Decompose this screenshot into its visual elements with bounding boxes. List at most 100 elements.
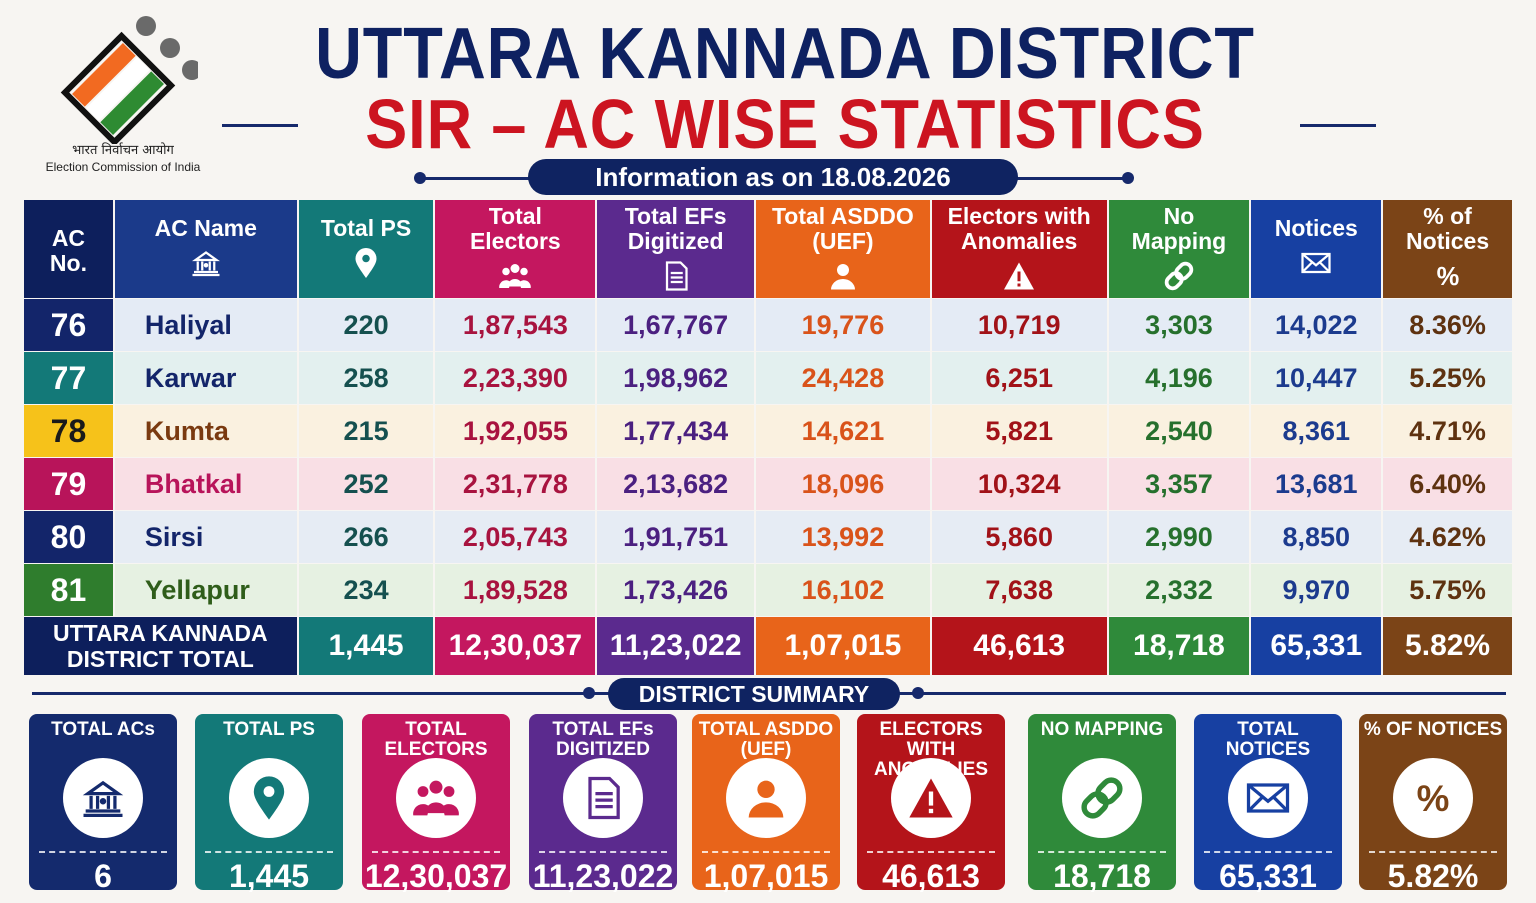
efs-digitized-cell: 1,67,767 [597, 299, 755, 351]
anomalies-cell: 7,638 [931, 564, 1107, 616]
total-electors-cell: 2,05,743 [435, 511, 596, 563]
anomalies-cell: 10,719 [931, 299, 1107, 351]
card-value: 1,445 [228, 858, 310, 894]
header-label-line: Total PS [320, 215, 412, 241]
card-divider [1038, 851, 1166, 853]
card-divider [372, 851, 500, 853]
header-label-line: Total ASDDO [771, 202, 914, 229]
notices-cell: 8,361 [1251, 405, 1382, 457]
eci-emblem-icon [60, 16, 198, 144]
total-acs-card: TOTAL ACs 6 [29, 714, 177, 894]
card-value: 46,613 [882, 858, 980, 894]
notices-cell: 13,681 [1251, 458, 1382, 510]
notices-cell: 9,970 [1251, 564, 1382, 616]
warning-icon [1001, 254, 1037, 299]
card-title-line: TOTAL ELECTORS [384, 719, 488, 760]
eci-logo: भारत निर्वाचन आयोग Election Commission o… [38, 14, 208, 179]
no-mapping-cell: 2,332 [1108, 564, 1250, 616]
pct-notices-cell: 6.40% [1383, 458, 1512, 510]
header-label-line: No. [49, 250, 87, 276]
card-divider [867, 851, 995, 853]
card-title-line: TOTAL EFs [552, 719, 654, 740]
header-total-ps: Total PS [298, 200, 434, 298]
anomalies-cell: 5,860 [931, 511, 1107, 563]
building-icon [188, 241, 224, 286]
total-electors-cell: 2,23,390 [435, 352, 596, 404]
card-value: 65,331 [1219, 858, 1317, 894]
ac-no-cell: 76 [24, 299, 113, 351]
ac-no-cell: 79 [24, 458, 113, 510]
card-title: TOTAL ELECTORS [366, 720, 506, 760]
card-divider [39, 851, 167, 853]
table-row: 80 Sirsi 266 2,05,743 1,91,751 13,992 5,860 2,9… [24, 511, 1512, 563]
ac-name-cell: Sirsi [114, 511, 297, 563]
no-mapping-cell: 3,303 [1108, 299, 1250, 351]
card-value: 12,30,037 [364, 858, 508, 894]
header-pct-notices: % of Notices% [1383, 200, 1512, 298]
notices-cell: 10,447 [1251, 352, 1382, 404]
card-title: TOTAL NOTICES [1198, 720, 1338, 760]
total-label-line: DISTRICT TOTAL [66, 646, 254, 672]
card-title: TOTAL ASDDO (UEF) [696, 720, 836, 760]
header-total-electors: Total Electors [435, 200, 596, 298]
efs-digitized-cell: 1,91,751 [597, 511, 755, 563]
total-asddo-cell: 1,07,015 [756, 617, 930, 675]
total-ps-card: TOTAL PS 1,445 [195, 714, 343, 894]
pct-notices-cell: 4.62% [1383, 511, 1512, 563]
no-mapping-cell: 3,357 [1108, 458, 1250, 510]
card-divider [702, 851, 830, 853]
location-pin-icon [229, 758, 309, 838]
card-divider [1204, 851, 1332, 853]
asddo-cell: 14,621 [756, 405, 930, 457]
anomalies-cell: 6,251 [931, 352, 1107, 404]
efs-digitized-cell: 1,77,434 [597, 405, 755, 457]
header-no-mapping: No Mapping [1108, 200, 1250, 299]
total-no-mapping-cell: 18,718 [1108, 617, 1250, 675]
table-total-row: UTTARA KANNADA DISTRICT TOTAL 1,445 12,30,0… [24, 617, 1512, 675]
percent-icon: % [1393, 758, 1473, 838]
table-row: 77 Karwar 258 2,23,390 1,98,962 24,428 6,251 4,… [24, 352, 1512, 404]
info-date-badge: Information as on 18.08.2026 [528, 159, 1018, 195]
efs-digitized-cell: 1,98,962 [597, 352, 755, 404]
ac-no-cell: 77 [24, 352, 113, 404]
total-ps-cell: 215 [298, 405, 434, 457]
card-title: TOTAL EFs DIGITIZED [533, 720, 673, 760]
total-electors-cell: 1,89,528 [435, 564, 596, 616]
summary-divider-dot-right [912, 687, 924, 699]
total-asddo-card: TOTAL ASDDO (UEF) 1,07,015 [692, 714, 840, 894]
efs-digitized-cell: 1,73,426 [597, 564, 755, 616]
header-label-line: Anomalies [960, 227, 1078, 254]
card-divider [1369, 851, 1497, 853]
table-row: 76 Haliyal 220 1,87,543 1,67,767 19,776 10,719… [24, 299, 1512, 351]
header-label-line: Mapping [1131, 227, 1227, 254]
asddo-cell: 19,776 [756, 299, 930, 351]
pct-notices-cell: 5.75% [1383, 564, 1512, 616]
header-asddo: Total ASDDO (UEF) [756, 200, 930, 298]
ac-no-cell: 78 [24, 405, 113, 457]
notices-cell: 14,022 [1251, 299, 1382, 351]
table-row: 79 Bhatkal 252 2,31,778 2,13,682 18,096 10,324… [24, 458, 1512, 510]
no-mapping-card: NO MAPPING 18,718 [1028, 714, 1176, 894]
total-electors-cell: 2,31,778 [435, 458, 596, 510]
no-mapping-cell: 2,990 [1108, 511, 1250, 563]
asddo-cell: 18,096 [756, 458, 930, 510]
svg-text:%: % [1436, 263, 1459, 291]
header-label-line: AC [51, 225, 86, 251]
ac-name-cell: Yellapur [114, 564, 297, 616]
card-title-line: TOTAL NOTICES [1225, 719, 1311, 760]
ac-name-cell: Kumta [114, 405, 297, 457]
ac-no-cell: 80 [24, 511, 113, 563]
card-divider [205, 851, 333, 853]
header-label-line: Electors [469, 227, 561, 254]
document-icon [563, 758, 643, 838]
card-divider [539, 851, 667, 853]
link-icon [1161, 254, 1197, 299]
total-efs-digitized-cell: 11,23,022 [597, 617, 754, 675]
person-icon [726, 758, 806, 838]
svg-text:%: % [1417, 778, 1450, 819]
header-label-line: AC Name [154, 215, 257, 241]
pct-notices-cell: 8.36% [1383, 299, 1512, 351]
card-title: TOTAL PS [199, 720, 339, 740]
total-total-electors-cell: 12,30,037 [435, 617, 596, 675]
card-title: % OF NOTICES [1363, 720, 1503, 740]
